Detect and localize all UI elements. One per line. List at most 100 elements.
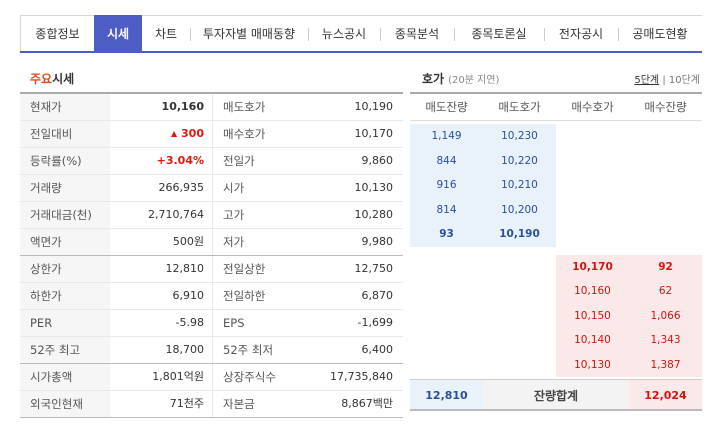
main-quote-title: 주요시세 — [30, 70, 74, 87]
per-value: -5.98 — [175, 316, 204, 329]
upper-limit-value: 12,810 — [165, 262, 205, 275]
ask-row: 916 10,210 — [410, 173, 702, 198]
52w-low-value: 6,400 — [302, 337, 403, 363]
tab-chart[interactable]: 차트 — [142, 15, 190, 51]
ask-qty: 916 — [410, 173, 483, 198]
depth-separator: | — [662, 75, 666, 86]
change-label: 전일대비 — [20, 121, 110, 147]
depth-10-link[interactable]: 10단계 — [668, 75, 700, 86]
tab-news[interactable]: 뉴스공시 — [308, 15, 380, 51]
listed-shares-value: 17,735,840 — [302, 364, 403, 390]
orderbook-header: 매도잔량 매도호가 매수호가 매수잔량 — [410, 94, 702, 121]
bid-row: 10,160 62 — [410, 279, 702, 304]
ask-price: 10,190 — [483, 222, 556, 247]
title-accent: 주요 — [30, 72, 53, 86]
table-row: 등락률(%) +3.04% 전일가 9,860 — [20, 148, 403, 175]
lower-limit-value: 6,910 — [172, 289, 205, 302]
table-row: 상한가 12,810 전일상한 12,750 — [20, 256, 403, 283]
table-row: 전일대비 ▲ 300 매수호가 10,170 — [20, 121, 403, 148]
change-rate-value: +3.04% — [156, 154, 204, 167]
lower-limit-label: 하한가 — [20, 283, 110, 309]
bid-row: 10,140 1,343 — [410, 328, 702, 353]
ask-price: 10,200 — [483, 197, 556, 222]
depth-5-link[interactable]: 5단계 — [634, 75, 660, 86]
main-quote-table: 현재가 10,160 매도호가 10,190 전일대비 ▲ 300 매수호가 1… — [20, 92, 403, 418]
high-label: 고가 — [212, 202, 302, 228]
title-rest: 시세 — [52, 72, 75, 86]
eps-label: EPS — [212, 310, 302, 336]
ask-price: 10,230 — [483, 124, 556, 149]
ask-qty: 93 — [410, 222, 483, 247]
trading-value-label: 거래대금(천) — [20, 202, 110, 228]
bid-qty: 1,387 — [629, 352, 702, 377]
header-bid-qty: 매수잔량 — [644, 100, 687, 114]
bid-qty: 62 — [629, 279, 702, 304]
table-row: 액면가 500원 저가 9,980 — [20, 229, 403, 256]
52w-high-value: 18,700 — [165, 343, 205, 356]
tab-analysis[interactable]: 종목분석 — [380, 15, 454, 51]
orderbook-table: 매도잔량 매도호가 매수호가 매수잔량 1,149 10,230 844 10,… — [410, 92, 702, 411]
volume-value: 266,935 — [158, 181, 205, 194]
high-value: 10,280 — [302, 202, 403, 228]
tab-overview[interactable]: 종합정보 — [20, 15, 94, 51]
foreign-holdings-value: 71천주 — [169, 397, 204, 410]
ask-price: 10,220 — [483, 148, 556, 173]
bid-price: 10,140 — [556, 328, 629, 353]
total-ask-qty: 12,810 — [410, 380, 483, 409]
orderbook-title: 호가 (20분 지연) — [422, 70, 499, 87]
52w-high-label: 52주 최고 — [20, 337, 110, 363]
change-amount: 300 — [181, 127, 204, 140]
volume-label: 거래량 — [20, 175, 110, 201]
tab-price[interactable]: 시세 — [94, 15, 142, 51]
bid-price-value: 10,170 — [302, 121, 403, 147]
ask-qty: 844 — [410, 148, 483, 173]
delay-note: (20분 지연) — [448, 75, 500, 86]
orderbook-title-text: 호가 — [422, 72, 445, 86]
capital-label: 자본금 — [212, 391, 302, 417]
market-cap-label: 시가총액 — [20, 364, 110, 390]
listed-shares-label: 상장주식수 — [212, 364, 302, 390]
tab-bar: 종합정보 시세 차트 투자자별 매매동향 뉴스공시 종목분석 종목토론실 전자공… — [20, 15, 702, 53]
table-row: 52주 최고 18,700 52주 최저 6,400 — [20, 337, 403, 364]
ask-price: 10,210 — [483, 173, 556, 198]
par-value-value: 500원 — [172, 235, 204, 248]
ask-qty: 1,149 — [410, 124, 483, 149]
current-price-label: 현재가 — [20, 94, 110, 120]
table-row: 시가총액 1,801억원 상장주식수 17,735,840 — [20, 364, 403, 391]
header-bid-price: 매수호가 — [571, 100, 614, 114]
ask-price-value: 10,190 — [302, 94, 403, 120]
bid-row: 10,150 1,066 — [410, 303, 702, 328]
bid-price: 10,170 — [556, 254, 629, 279]
tab-disclosure[interactable]: 전자공시 — [544, 15, 618, 51]
bid-price: 10,130 — [556, 352, 629, 377]
table-row: 거래대금(천) 2,710,764 고가 10,280 — [20, 202, 403, 229]
prev-lower-limit-label: 전일하한 — [212, 283, 302, 309]
prev-upper-limit-value: 12,750 — [302, 256, 403, 282]
table-row: 외국인현재 71천주 자본금 8,867백만 — [20, 391, 403, 418]
orderbook-total-row: 12,810 잔량합계 12,024 — [410, 379, 702, 411]
total-label: 잔량합계 — [483, 380, 629, 409]
tab-short-selling[interactable]: 공매도현황 — [618, 15, 702, 51]
upper-limit-label: 상한가 — [20, 256, 110, 282]
prev-close-label: 전일가 — [212, 148, 302, 174]
bid-qty: 1,343 — [629, 328, 702, 353]
open-label: 시가 — [212, 175, 302, 201]
change-rate-label: 등락률(%) — [20, 148, 110, 174]
ask-row: 844 10,220 — [410, 148, 702, 173]
tab-discussion[interactable]: 종목토론실 — [454, 15, 544, 51]
prev-upper-limit-label: 전일상한 — [212, 256, 302, 282]
per-label: PER — [20, 310, 110, 336]
52w-low-label: 52주 최저 — [212, 337, 302, 363]
ask-row: 1,149 10,230 — [410, 124, 702, 149]
foreign-holdings-label: 외국인현재 — [20, 391, 110, 417]
ask-price-label: 매도호가 — [212, 94, 302, 120]
tab-investor-trend[interactable]: 투자자별 매매동향 — [190, 15, 308, 51]
header-ask-price: 매도호가 — [498, 100, 541, 114]
open-value: 10,130 — [302, 175, 403, 201]
bid-row: 10,170 92 — [410, 254, 702, 279]
bid-qty: 1,066 — [629, 303, 702, 328]
par-value-label: 액면가 — [20, 229, 110, 255]
bid-price: 10,150 — [556, 303, 629, 328]
current-price-value: 10,160 — [161, 100, 204, 113]
table-row: 현재가 10,160 매도호가 10,190 — [20, 94, 403, 121]
